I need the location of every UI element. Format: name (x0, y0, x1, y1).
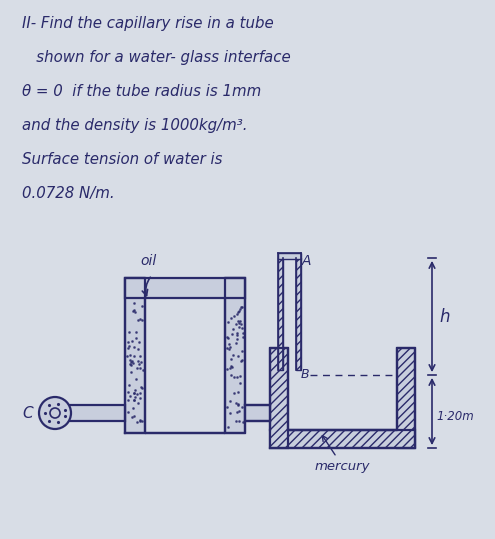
Text: mercury: mercury (315, 436, 370, 473)
Text: h: h (439, 308, 449, 326)
Text: II- Find the capillary rise in a tube: II- Find the capillary rise in a tube (22, 16, 274, 31)
Circle shape (50, 408, 60, 418)
Text: 0.0728 N/m.: 0.0728 N/m. (22, 186, 115, 201)
Bar (270, 348, 288, 448)
Bar (125, 278, 145, 433)
Text: θ = 0  if the tube radius is 1mm: θ = 0 if the tube radius is 1mm (22, 84, 261, 99)
Bar (270, 430, 415, 448)
Text: C: C (22, 405, 33, 420)
Circle shape (39, 397, 71, 429)
Text: shown for a water- glass interface: shown for a water- glass interface (22, 50, 291, 65)
Text: B: B (301, 369, 310, 382)
Bar (397, 348, 415, 448)
Text: A: A (302, 254, 311, 268)
Bar (56, 405, 125, 421)
Bar (225, 278, 245, 433)
Bar (296, 258, 301, 370)
Bar (278, 258, 283, 370)
Bar (278, 253, 301, 259)
Bar (245, 405, 270, 421)
Text: and the density is 1000kg/m³.: and the density is 1000kg/m³. (22, 118, 248, 133)
Text: oil: oil (140, 254, 156, 268)
Text: 1·20m: 1·20m (436, 410, 474, 423)
Bar (125, 278, 245, 298)
Text: Surface tension of water is: Surface tension of water is (22, 152, 222, 167)
